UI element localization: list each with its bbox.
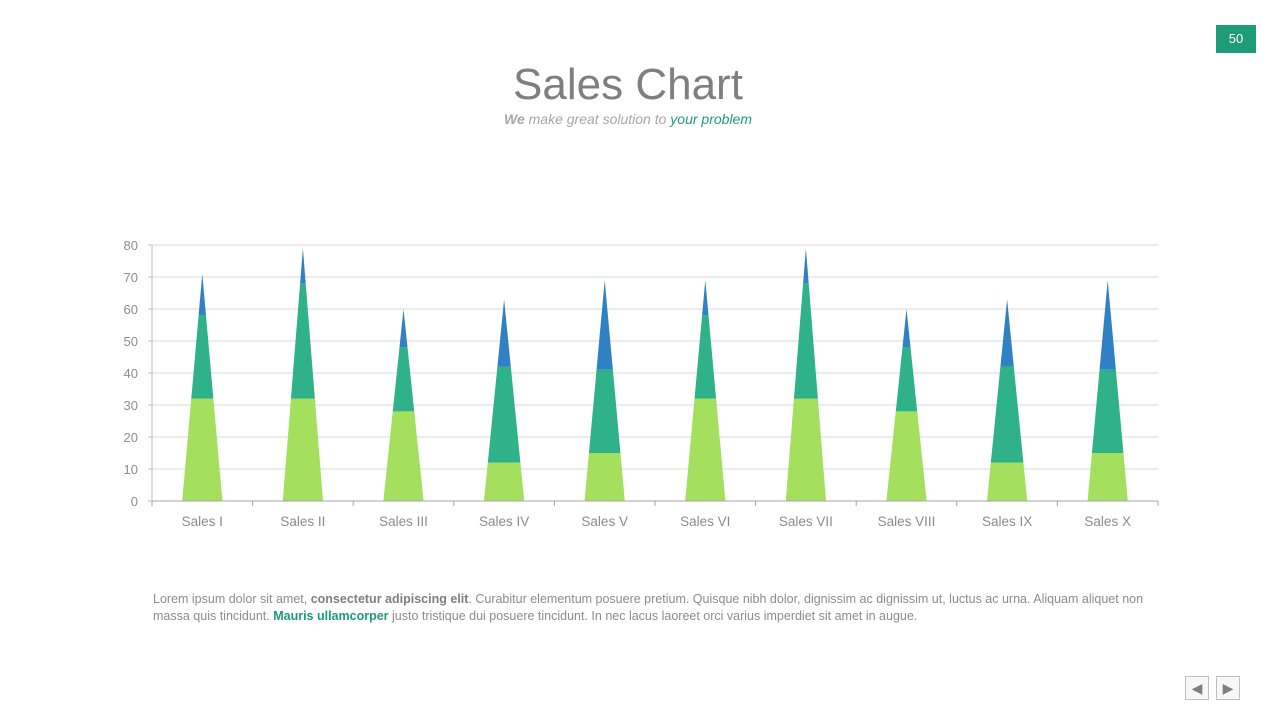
- x-tick-label: Sales III: [379, 514, 428, 529]
- subtitle-we: We: [504, 111, 525, 127]
- x-tick-label: Sales I: [182, 514, 223, 529]
- bar-segment: [300, 248, 306, 284]
- subtitle-accent: your problem: [670, 111, 752, 127]
- y-tick-label: 30: [124, 398, 138, 413]
- bar-segment: [1087, 453, 1128, 501]
- x-tick-label: Sales VIII: [878, 514, 936, 529]
- bar-segment: [483, 462, 525, 501]
- x-tick-label: Sales VII: [779, 514, 833, 529]
- x-tick-label: Sales V: [581, 514, 628, 529]
- y-tick-label: 10: [124, 462, 138, 477]
- y-tick-label: 80: [124, 238, 138, 253]
- y-tick-label: 60: [124, 302, 138, 317]
- y-tick-label: 40: [124, 366, 138, 381]
- bar-segment: [198, 273, 206, 316]
- body-highlight: Mauris ullamcorper: [273, 609, 389, 623]
- page-subtitle: We make great solution to your problem: [0, 110, 1256, 128]
- body-text-3: justo tristique dui posuere tincidunt. I…: [388, 609, 918, 623]
- y-tick-label: 0: [131, 494, 138, 509]
- next-slide-button[interactable]: ▶: [1216, 676, 1240, 700]
- bar-segment: [1091, 369, 1124, 453]
- chevron-right-icon: ▶: [1222, 680, 1234, 696]
- chart-bars: [182, 248, 1128, 501]
- bar-segment: [392, 347, 415, 412]
- bar-segment: [1000, 299, 1014, 367]
- y-tick-label: 70: [124, 270, 138, 285]
- sales-chart: 0 10 20 30 40 50 60 70 80 Sales I Sales II Sales II…: [124, 238, 1159, 529]
- page-title: Sales Chart: [513, 60, 743, 109]
- bar-segment: [497, 299, 511, 367]
- bar-segment: [596, 280, 613, 370]
- bar-segment: [986, 462, 1028, 501]
- bar-segment: [399, 309, 408, 348]
- bar-segment: [902, 309, 911, 348]
- x-tick-label: Sales IX: [982, 514, 1032, 529]
- bar-segment: [702, 280, 709, 316]
- x-tick-label: Sales IV: [479, 514, 529, 529]
- bar-segment: [182, 398, 223, 501]
- bar-segment: [785, 398, 827, 501]
- bar-segment: [290, 283, 315, 399]
- bar-segment: [588, 369, 621, 453]
- body-bold-1: consectetur adipiscing elit: [310, 592, 469, 606]
- description-paragraph: Lorem ipsum dolor sit amet, consectetur …: [153, 591, 1153, 625]
- page-number-badge: 50: [1216, 25, 1256, 53]
- x-tick-label: Sales II: [280, 514, 325, 529]
- bar-segment: [803, 248, 809, 284]
- y-tick-label: 50: [124, 334, 138, 349]
- body-text-1: Lorem ipsum dolor sit amet,: [153, 592, 311, 606]
- prev-slide-button[interactable]: ◀: [1185, 676, 1209, 700]
- bar-segment: [685, 398, 726, 501]
- bar-segment: [694, 315, 717, 399]
- bar-segment: [886, 411, 927, 501]
- bar-segment: [895, 347, 918, 412]
- chart-axes: 0 10 20 30 40 50 60 70 80 Sales I Sales II Sales II…: [124, 238, 1159, 529]
- x-tick-label: Sales VI: [680, 514, 730, 529]
- body-text-2: . Curabitur elementum posuere pretium. Q…: [153, 592, 1144, 623]
- bar-segment: [990, 366, 1024, 463]
- subtitle-middle: make great solution to: [524, 111, 671, 127]
- chevron-left-icon: ◀: [1191, 680, 1203, 696]
- y-tick-label: 20: [124, 430, 138, 445]
- bar-segment: [584, 453, 625, 501]
- bar-segment: [191, 315, 214, 399]
- bar-segment: [487, 366, 521, 463]
- x-tick-label: Sales X: [1084, 514, 1131, 529]
- bar-segment: [793, 283, 818, 399]
- bar-segment: [282, 398, 324, 501]
- bar-segment: [1099, 280, 1116, 370]
- bar-segment: [383, 411, 424, 501]
